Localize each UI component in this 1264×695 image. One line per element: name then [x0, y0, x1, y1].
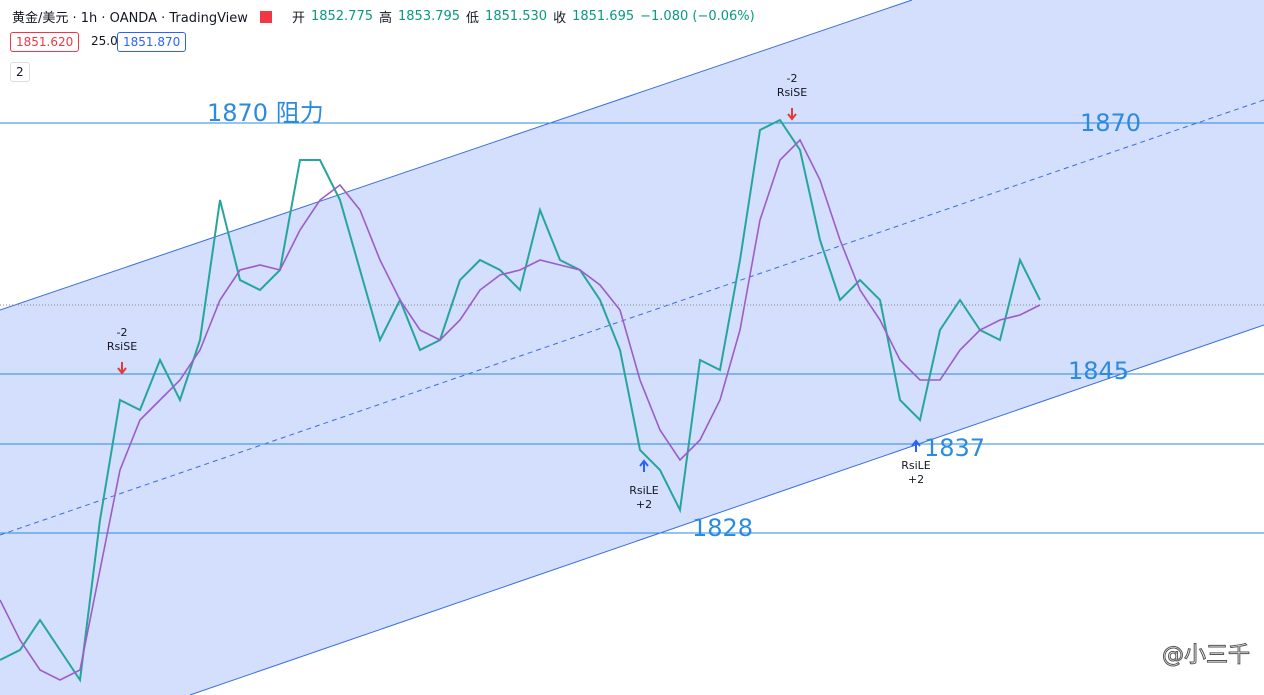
open: 1852.775	[310, 9, 373, 24]
signal-label: -2	[787, 72, 798, 85]
signal-label: +2	[908, 473, 924, 486]
annotation: 1870 阻力	[207, 99, 324, 127]
spread: 25.0	[86, 32, 123, 50]
annotation: 1870	[1080, 109, 1141, 137]
header: 黄金/美元 · 1h · OANDA · TradingView 开 1852.7…	[12, 7, 755, 26]
plot	[0, 118, 1041, 683]
signal-label: +2	[636, 498, 652, 511]
signal-label: RsiSE	[107, 340, 137, 353]
high: 1853.795	[398, 9, 461, 24]
low-label: 低	[466, 11, 480, 26]
annotation: 1837	[924, 434, 985, 462]
channel-bottom	[189, 324, 1264, 695]
signal-label: RsiLE	[901, 459, 931, 472]
flag[interactable]	[259, 10, 272, 23]
moving-average	[0, 138, 1041, 681]
low: 1851.530	[485, 9, 548, 24]
annotation: 1845	[1068, 357, 1129, 385]
collapse-button[interactable]: 2	[10, 62, 30, 82]
buy-arrow	[911, 439, 921, 452]
signal-label: RsiSE	[777, 86, 807, 99]
ask-button[interactable]: 1851.870	[117, 32, 187, 52]
bid-button[interactable]: 1851.620	[10, 32, 80, 52]
annotation: 1828	[692, 514, 753, 542]
sell-arrow	[787, 108, 797, 121]
signal-label: RsiLE	[629, 484, 659, 497]
change: −1.080 (−0.06%)	[640, 9, 755, 24]
sell-arrow	[117, 362, 127, 375]
watermark: @小三千	[1162, 643, 1250, 668]
channel-top	[0, 0, 913, 311]
channel-mid	[0, 99, 1264, 536]
high-label: 高	[378, 11, 392, 26]
open-label: 开	[291, 11, 305, 26]
close-label: 收	[553, 11, 567, 26]
buy-arrow	[639, 459, 649, 472]
signal-label: -2	[117, 326, 128, 339]
close: 1851.695	[572, 9, 635, 24]
symbol: 黄金/美元 · 1h · OANDA · TradingView	[12, 11, 248, 26]
